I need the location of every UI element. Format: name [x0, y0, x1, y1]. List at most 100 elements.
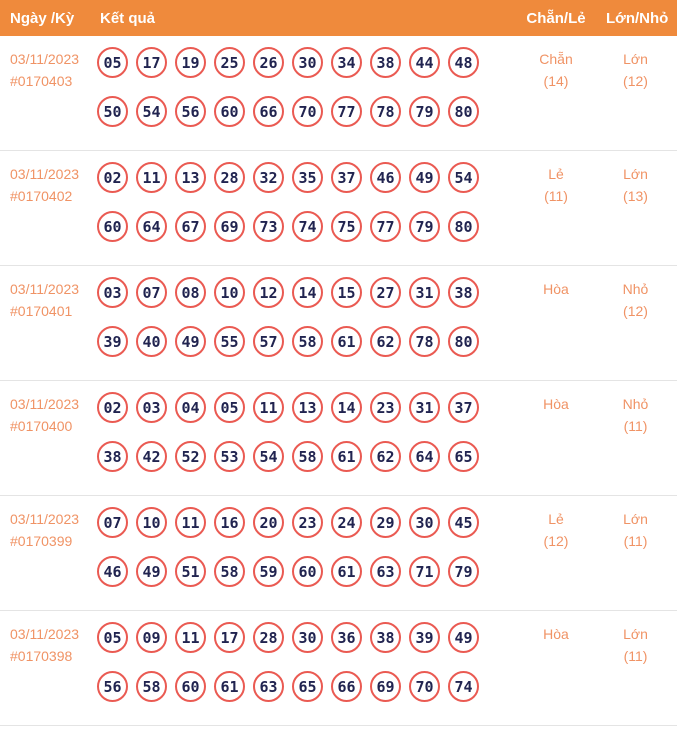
lottery-number-ball: 75	[331, 211, 362, 242]
lottery-number-ball: 49	[175, 326, 206, 357]
numbers-line-2: 46 49 51 58 59 60 61 63 71 79	[97, 556, 506, 587]
lottery-number-ball: 65	[448, 441, 479, 472]
lottery-number-ball: 54	[136, 96, 167, 127]
size-value: Lớn	[623, 51, 648, 67]
lottery-number-ball: 13	[292, 392, 323, 423]
lottery-number-ball: 03	[136, 392, 167, 423]
lottery-number-ball: 44	[409, 47, 440, 78]
lottery-number-ball: 23	[370, 392, 401, 423]
lottery-number-ball: 30	[409, 507, 440, 538]
header-date-period: Ngày /Kỳ	[10, 9, 75, 27]
lottery-number-ball: 80	[448, 211, 479, 242]
lottery-number-ball: 79	[409, 96, 440, 127]
parity-count: (12)	[543, 533, 569, 549]
size-count: (11)	[623, 533, 648, 549]
draw-date-period: 03/11/2023 #0170403	[0, 36, 97, 150]
numbers-line-1: 05 17 19 25 26 30 34 38 44 48	[97, 47, 506, 78]
size-count: (11)	[623, 418, 648, 434]
lottery-number-ball: 05	[97, 622, 128, 653]
result-row: 03/11/2023 #0170401 03 07 08 10 12 14 15 27 31 38…	[0, 266, 677, 381]
lottery-number-ball: 07	[136, 277, 167, 308]
lottery-number-ball: 38	[370, 47, 401, 78]
lottery-number-ball: 61	[331, 441, 362, 472]
lottery-number-ball: 77	[331, 96, 362, 127]
lottery-number-ball: 24	[331, 507, 362, 538]
draw-date-period: 03/11/2023 #0170401	[0, 266, 97, 380]
lottery-number-ball: 12	[253, 277, 284, 308]
lottery-number-ball: 39	[97, 326, 128, 357]
lottery-number-ball: 02	[97, 392, 128, 423]
draw-date: 03/11/2023	[10, 281, 80, 297]
result-row: 03/11/2023 #0170403 05 17 19 25 26 30 34 38 44 48…	[0, 36, 677, 151]
header-big-small: Lớn/Nhỏ	[606, 9, 669, 27]
lottery-number-ball: 78	[370, 96, 401, 127]
lottery-number-ball: 11	[253, 392, 284, 423]
lottery-number-ball: 58	[214, 556, 245, 587]
lottery-number-ball: 28	[214, 162, 245, 193]
lottery-number-ball: 69	[214, 211, 245, 242]
lottery-number-ball: 54	[253, 441, 284, 472]
draw-date-period: 03/11/2023 #0170399	[0, 496, 97, 610]
lottery-number-ball: 10	[214, 277, 245, 308]
lottery-number-ball: 38	[448, 277, 479, 308]
lottery-number-ball: 30	[292, 622, 323, 653]
lottery-number-ball: 31	[409, 392, 440, 423]
lottery-number-ball: 80	[448, 96, 479, 127]
lottery-number-ball: 61	[331, 326, 362, 357]
lottery-number-ball: 29	[370, 507, 401, 538]
size-result: Nhỏ (12)	[606, 266, 677, 380]
numbers-line-1: 05 09 11 17 28 30 36 38 39 49	[97, 622, 506, 653]
parity-result: Hòa	[506, 381, 606, 495]
lottery-number-ball: 11	[175, 622, 206, 653]
lottery-number-ball: 73	[253, 211, 284, 242]
numbers-line-2: 38 42 52 53 54 58 61 62 64 65	[97, 441, 506, 472]
numbers-grid: 02 03 04 05 11 13 14 23 31 37 38 42 52 53 54 58 61 62 64 6…	[97, 381, 506, 495]
lottery-number-ball: 20	[253, 507, 284, 538]
lottery-number-ball: 19	[175, 47, 206, 78]
lottery-number-ball: 65	[292, 671, 323, 702]
size-value: Lớn	[623, 626, 648, 642]
lottery-number-ball: 13	[175, 162, 206, 193]
lottery-number-ball: 38	[97, 441, 128, 472]
size-count: (11)	[623, 648, 648, 664]
lottery-number-ball: 51	[175, 556, 206, 587]
draw-date: 03/11/2023	[10, 166, 80, 182]
lottery-number-ball: 62	[370, 326, 401, 357]
lottery-number-ball: 64	[136, 211, 167, 242]
lottery-number-ball: 64	[409, 441, 440, 472]
lottery-number-ball: 60	[97, 211, 128, 242]
lottery-number-ball: 42	[136, 441, 167, 472]
numbers-line-2: 50 54 56 60 66 70 77 78 79 80	[97, 96, 506, 127]
parity-result: Hòa	[506, 611, 606, 725]
lottery-number-ball: 78	[409, 326, 440, 357]
lottery-number-ball: 80	[448, 326, 479, 357]
size-result: Nhỏ (11)	[606, 381, 677, 495]
parity-value: Hòa	[543, 396, 569, 412]
draw-date: 03/11/2023	[10, 51, 80, 67]
size-count: (13)	[623, 188, 648, 204]
lottery-number-ball: 69	[370, 671, 401, 702]
parity-result: Lẻ (11)	[506, 151, 606, 265]
parity-count: (14)	[543, 73, 569, 89]
lottery-number-ball: 67	[175, 211, 206, 242]
size-value: Lớn	[623, 166, 648, 182]
lottery-number-ball: 50	[97, 96, 128, 127]
lottery-number-ball: 45	[448, 507, 479, 538]
draw-id: #0170399	[10, 533, 73, 549]
lottery-number-ball: 63	[253, 671, 284, 702]
lottery-number-ball: 55	[214, 326, 245, 357]
lottery-number-ball: 74	[292, 211, 323, 242]
lottery-number-ball: 05	[214, 392, 245, 423]
draw-id: #0170402	[10, 188, 73, 204]
lottery-number-ball: 58	[136, 671, 167, 702]
lottery-number-ball: 61	[331, 556, 362, 587]
parity-value: Chẵn	[539, 51, 573, 67]
draw-date: 03/11/2023	[10, 511, 80, 527]
numbers-grid: 02 11 13 28 32 35 37 46 49 54 60 64 67 69 73 74 75 77 79 8…	[97, 151, 506, 265]
numbers-line-2: 60 64 67 69 73 74 75 77 79 80	[97, 211, 506, 242]
lottery-number-ball: 46	[97, 556, 128, 587]
lottery-number-ball: 71	[409, 556, 440, 587]
lottery-number-ball: 32	[253, 162, 284, 193]
lottery-number-ball: 17	[214, 622, 245, 653]
lottery-number-ball: 03	[97, 277, 128, 308]
